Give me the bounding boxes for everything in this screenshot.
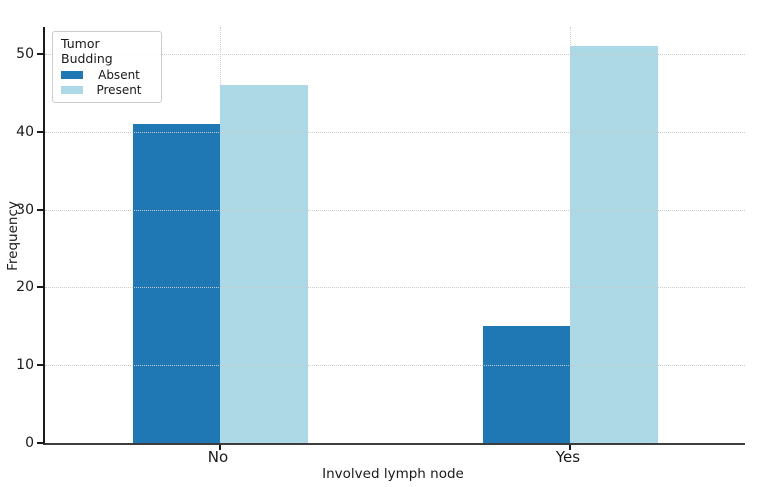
horizontal-gridline (45, 209, 745, 211)
legend: Tumor Budding Absent Present (52, 31, 162, 103)
y-tick-label: 40 (16, 123, 34, 140)
x-tick-label: No (207, 448, 229, 466)
plot-area (37, 27, 745, 450)
bar-yes-absent (482, 326, 570, 443)
y-tick-label: 50 (16, 46, 34, 63)
ticks-layer (37, 27, 745, 450)
y-tick-mark (37, 286, 43, 289)
bars-layer (45, 27, 745, 443)
x-tick-label: Yes (555, 448, 581, 466)
legend-item-label: Present (96, 83, 142, 97)
x-tick-mark (569, 445, 571, 450)
y-tick-mark (37, 442, 43, 444)
y-tick-label: 30 (16, 201, 34, 218)
y-tick-label: 20 (16, 279, 34, 296)
legend-item: Present (59, 83, 155, 97)
horizontal-gridline (45, 287, 745, 289)
x-tick-mark (219, 445, 221, 450)
legend-item: Absent (59, 68, 155, 82)
legend-item-label: Absent (98, 68, 140, 82)
bar-yes-present (570, 46, 658, 443)
horizontal-gridline (45, 131, 745, 133)
legend-swatch-present (61, 86, 83, 94)
y-tick-label: 10 (16, 357, 34, 374)
y-tick-mark (37, 208, 43, 211)
horizontal-gridline (45, 54, 745, 56)
y-tick-mark (37, 364, 43, 367)
bar-no-present (220, 85, 308, 443)
bar-no-absent (132, 124, 220, 443)
legend-swatch-absent (61, 71, 83, 79)
horizontal-gridline (45, 365, 745, 367)
y-tick-mark (37, 130, 43, 133)
x-axis-label: Involved lymph node (322, 466, 464, 482)
legend-title: Tumor Budding (61, 36, 113, 66)
legend-items: Absent Present (59, 68, 155, 97)
y-tick-label: 0 (25, 435, 34, 451)
y-tick-mark (37, 53, 43, 56)
